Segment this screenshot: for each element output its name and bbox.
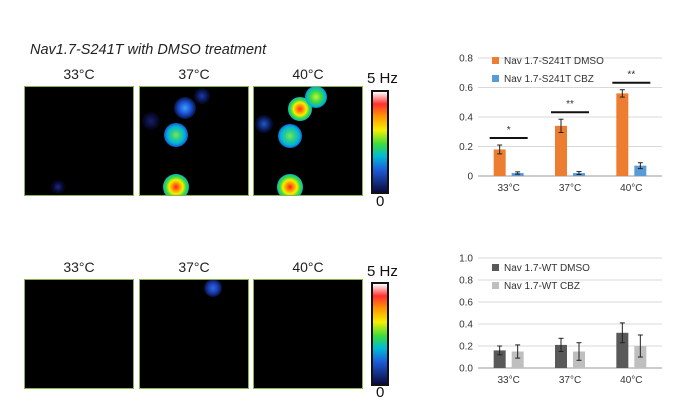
y-tick-label: 0.6: [459, 83, 473, 94]
significance-marker: **: [566, 99, 574, 110]
bar: [616, 332, 629, 368]
y-tick-label: 0.4: [459, 320, 473, 331]
heat-spot: [163, 174, 189, 195]
y-tick-label: 0.2: [459, 342, 473, 353]
heatmap-row1-37: [139, 86, 249, 196]
x-tick-label: 40°C: [620, 375, 642, 386]
x-tick-label: 37°C: [559, 375, 581, 386]
colorbar-max-label-row2: 5 Hz: [367, 263, 398, 280]
heatmap-row1-33: [24, 86, 134, 196]
heatmap-row1-40: [253, 86, 363, 196]
bar-chart-wt: 0.0 0.2 0.4 0.6 0.8 1.0 33°C 37°C 40°C Nav 1.7-WT…: [459, 254, 662, 386]
colorbar-row1: [371, 90, 389, 194]
heat-spot: [255, 115, 273, 133]
y-tick-label: 0.6: [459, 298, 473, 309]
y-tick-label: 0.8: [459, 276, 473, 287]
heat-spot: [204, 280, 222, 297]
legend-swatch: [492, 57, 499, 64]
significance-marker: *: [507, 125, 511, 136]
significance-marker: **: [627, 70, 635, 81]
heat-spot: [277, 174, 303, 195]
heatmap-row2-33: [24, 279, 134, 389]
row2-temp-40: 40°C: [292, 259, 324, 275]
row1-temp-40: 40°C: [292, 66, 324, 82]
y-tick-label: 0.4: [459, 113, 473, 124]
bar: [616, 93, 629, 176]
bar: [511, 351, 524, 368]
heat-spot: [142, 112, 160, 130]
legend-label: Nav 1.7-WT CBZ: [504, 281, 580, 292]
heat-spot: [194, 88, 210, 104]
row1-temp-33: 33°C: [63, 66, 95, 82]
x-tick-label: 33°C: [497, 183, 519, 194]
bar: [555, 125, 567, 176]
legend-swatch: [492, 264, 499, 271]
heat-spot: [305, 87, 327, 108]
x-tick-label: 37°C: [559, 183, 581, 194]
row1-temp-37: 37°C: [178, 66, 210, 82]
figure-title: Nav1.7-S241T with DMSO treatment: [30, 42, 267, 58]
heatmap-row2-37: [139, 279, 249, 389]
bar-chart-s241t: 0 0.2 0.4 0.6 0.8 33°C * 37°C ** 40°C ** Nav 1.7-S2…: [459, 54, 662, 194]
heat-spot: [51, 180, 65, 194]
x-tick-label: 40°C: [620, 183, 642, 194]
legend-swatch: [492, 75, 499, 82]
bar: [493, 149, 506, 176]
heat-spot: [174, 97, 196, 119]
bar: [555, 344, 567, 368]
legend-label: Nav 1.7-S241T DMSO: [504, 56, 604, 67]
heat-spot: [164, 123, 188, 147]
legend-label: Nav 1.7-S241T CBZ: [504, 74, 594, 85]
colorbar-row2: [371, 282, 389, 386]
colorbar-min-label-row1: 0: [376, 193, 385, 210]
x-tick-label: 33°C: [497, 375, 519, 386]
y-tick-label: 0.8: [459, 54, 473, 65]
legend-swatch: [492, 282, 499, 289]
bar: [634, 165, 647, 176]
y-tick-label: 1.0: [459, 254, 473, 265]
y-tick-label: 0: [467, 172, 473, 183]
y-tick-label: 0.2: [459, 142, 473, 153]
colorbar-max-label-row1: 5 Hz: [367, 70, 398, 87]
y-tick-label: 0.0: [459, 364, 473, 375]
heat-spot: [278, 124, 302, 148]
legend-label: Nav 1.7-WT DMSO: [504, 263, 590, 274]
row2-temp-37: 37°C: [178, 259, 210, 275]
colorbar-min-label-row2: 0: [376, 384, 385, 401]
row2-temp-33: 33°C: [63, 259, 95, 275]
bar: [493, 350, 506, 368]
heatmap-row2-40: [253, 279, 363, 389]
